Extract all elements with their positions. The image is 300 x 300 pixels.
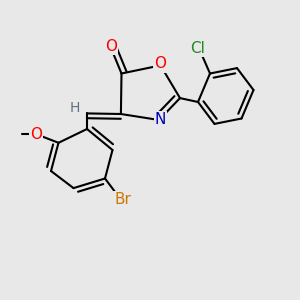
Text: N: N [155,112,166,128]
Text: O: O [105,39,117,54]
Text: O: O [30,127,42,142]
Text: Cl: Cl [190,41,206,56]
Text: Br: Br [115,192,131,207]
Text: H: H [70,101,80,115]
Text: O: O [154,56,166,71]
